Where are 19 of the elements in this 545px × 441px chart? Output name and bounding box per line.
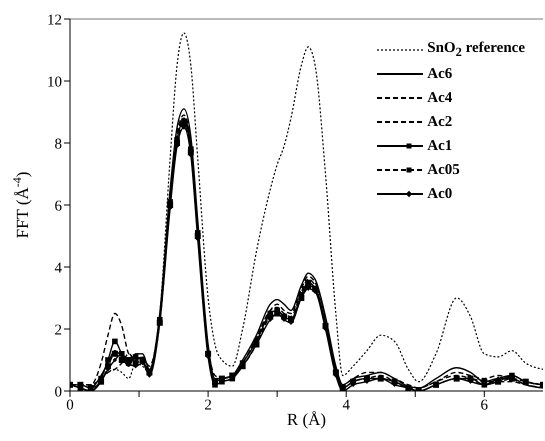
legend-label: Ac1	[427, 138, 452, 154]
legend-label: SnO$_{2}$ reference	[427, 40, 525, 60]
legend-label: Ac4	[427, 90, 452, 106]
y-tick-label: 4	[54, 260, 62, 276]
x-tick-label: 0	[66, 398, 74, 414]
legend-label: Ac0	[427, 186, 452, 202]
legend-label: Ac2	[427, 114, 452, 130]
legend-label: Ac6	[427, 66, 452, 82]
x-axis-title: R (Å)	[286, 410, 326, 429]
y-tick-label: 12	[47, 12, 62, 28]
legend-label: Ac05	[427, 162, 460, 178]
y-tick-label: 8	[54, 136, 62, 152]
x-tick-label: 6	[480, 398, 489, 414]
y-tick-label: 2	[54, 322, 62, 338]
y-tick-label: 6	[54, 198, 62, 214]
y-tick-label: 10	[47, 74, 62, 90]
y-tick-label: 0	[54, 384, 62, 400]
x-tick-label: 4	[342, 398, 350, 414]
x-tick-label: 2	[204, 398, 212, 414]
